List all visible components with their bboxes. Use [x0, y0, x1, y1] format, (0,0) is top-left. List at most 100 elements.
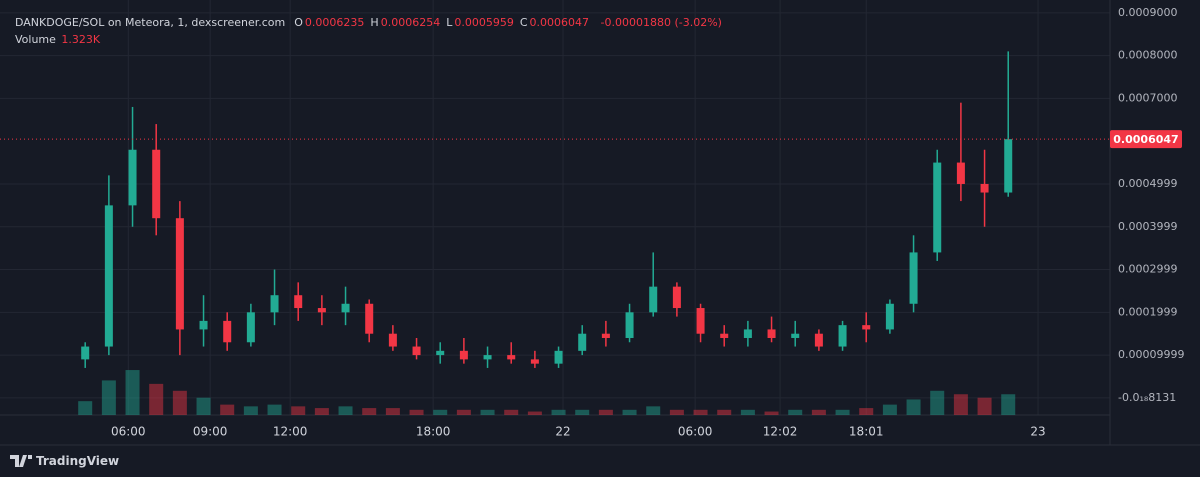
candle-body [649, 286, 658, 313]
volume-bar [953, 394, 968, 415]
y-tick-label: 0.0002999 [1118, 263, 1178, 276]
ohlc: O 0.0006235 H 0.0006254 L 0.0005959 C 0.0006047 [294, 16, 595, 29]
volume-bar [362, 408, 377, 415]
volume-bar [456, 409, 471, 415]
candle-body [175, 218, 184, 330]
volume-bar [622, 409, 637, 415]
volume-bar [788, 409, 803, 415]
volume-bar [196, 397, 211, 415]
volume-bar [338, 406, 353, 415]
volume-bar [527, 411, 542, 415]
candle-body [696, 308, 705, 334]
candle-body [980, 183, 989, 193]
volume-bar [243, 406, 258, 415]
candle-body [933, 162, 942, 253]
x-tick-label: 12:02 [763, 425, 798, 439]
volume-bar [220, 404, 235, 415]
ohlc-value: 0.0006047 [529, 16, 590, 29]
ohlc-value: 0.0006235 [304, 16, 365, 29]
volume-bar [811, 409, 826, 415]
ohlc-key: H [370, 16, 379, 29]
candle-body [246, 312, 255, 343]
volume-bar [78, 401, 93, 415]
candle-body [436, 350, 445, 356]
volume-bar [125, 370, 140, 415]
candle-body [317, 308, 326, 313]
candle-body [412, 346, 421, 356]
brand-name: TradingView [36, 454, 120, 468]
ohlc-value: 0.0006254 [380, 16, 441, 29]
volume-value: 1.323K [61, 33, 101, 46]
candle-body [909, 252, 918, 304]
volume-bar [385, 408, 400, 415]
y-tick-label: -0.0₁₈8131 [1118, 391, 1176, 404]
candle-body [885, 303, 894, 330]
ohlc-key: L [446, 16, 453, 29]
x-tick-label: 22 [555, 425, 570, 439]
volume-bar [882, 404, 897, 415]
volume-name: Volume [15, 33, 56, 46]
y-tick-label: 0.0007000 [1118, 91, 1178, 104]
volume-bar [646, 406, 661, 415]
candle-body [578, 333, 587, 351]
candle-body [625, 312, 634, 338]
legend-header: DANKDOGE/SOL on Meteora, 1, dexscreener.… [15, 14, 724, 48]
candle-body [128, 149, 137, 206]
candle-body [341, 303, 350, 313]
candle-body [1004, 139, 1013, 193]
candle-body [270, 295, 279, 313]
volume-bar [551, 409, 566, 415]
volume-bar [740, 409, 755, 415]
ohlc-key: O [294, 16, 303, 29]
ohlc-value: 0.0005959 [454, 16, 514, 29]
candle-body [814, 333, 823, 347]
volume-bar [409, 409, 424, 415]
candle-body [672, 286, 681, 309]
volume-bar [172, 390, 187, 415]
y-tick-label: 0.0009000 [1118, 6, 1178, 19]
candle-body [956, 162, 965, 184]
volume-bar [859, 408, 874, 415]
y-tick-label: 0.0001999 [1118, 305, 1178, 318]
legend-row: DANKDOGE/SOL on Meteora, 1, dexscreener.… [15, 14, 724, 31]
y-tick-label: 0.0004999 [1118, 177, 1178, 190]
candle-body [81, 346, 90, 360]
candle-body [507, 355, 516, 360]
volume-bar [669, 409, 684, 415]
volume-bar [930, 390, 945, 415]
candle-body [838, 325, 847, 347]
x-tick-label: 18:00 [416, 425, 451, 439]
x-tick-label: 06:00 [111, 425, 146, 439]
candle-body [767, 329, 776, 338]
candle-body [530, 359, 539, 364]
volume-bar [575, 409, 590, 415]
last-price-tag [1110, 130, 1182, 149]
candle-body [104, 205, 113, 347]
x-tick-label: 18:01 [849, 425, 884, 439]
volume-bar [433, 409, 448, 415]
candle-body [862, 325, 871, 330]
volume-bar [977, 397, 992, 415]
symbol-title: DANKDOGE/SOL on Meteora, 1, dexscreener.… [15, 16, 286, 29]
volume-bar [291, 406, 306, 415]
candle-body [483, 355, 492, 360]
volume-bar [480, 409, 495, 415]
last-price-label: 0.0006047 [1113, 133, 1178, 146]
volume-bar [267, 404, 282, 415]
x-tick-label: 06:00 [678, 425, 713, 439]
y-tick-label: 0.0003999 [1118, 220, 1178, 233]
volume-row: Volume 1.323K [15, 31, 724, 48]
candle-body [743, 329, 752, 338]
candle-body [223, 320, 232, 343]
volume-bar [101, 380, 116, 415]
volume-bar [717, 409, 732, 415]
volume-bar [693, 409, 708, 415]
volume-bar [1001, 394, 1016, 415]
volume-bar [504, 409, 519, 415]
y-tick-label: 0.00009999 [1118, 348, 1184, 361]
volume-bar [906, 399, 921, 415]
change: -0.00001880 (-3.02%) [600, 16, 722, 29]
candle-body [720, 333, 729, 338]
volume-bar [764, 411, 779, 415]
